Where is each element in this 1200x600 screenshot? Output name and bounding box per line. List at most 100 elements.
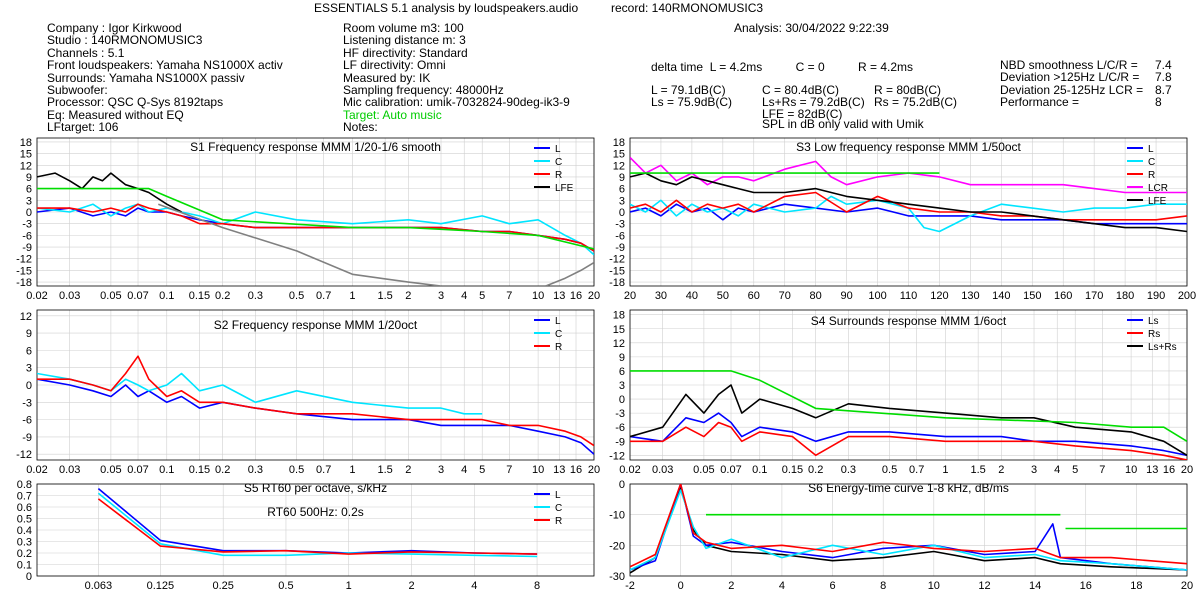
y-tick-label: 0.8 xyxy=(17,479,32,491)
x-tick-label: 0.1 xyxy=(159,464,174,476)
x-tick-label: 70 xyxy=(779,290,791,302)
chart-annotation: RT60 500Hz: 0.2s xyxy=(267,505,364,519)
x-tick-label: 0.3 xyxy=(248,464,263,476)
x-tick-label: 12 xyxy=(978,580,990,592)
y-tick-label: -12 xyxy=(609,254,625,266)
x-tick-label: 20 xyxy=(1181,464,1193,476)
legend-label: L xyxy=(555,490,561,501)
x-tick-label: 0.03 xyxy=(59,290,80,302)
x-tick-label: 150 xyxy=(1023,290,1041,302)
chart-title: S1 Frequency response MMM 1/20-1/6 smoot… xyxy=(190,140,441,154)
x-tick-label: 13 xyxy=(553,464,565,476)
level-value: Rs = 75.2dB(C) xyxy=(874,95,958,109)
x-tick-label: 0.1 xyxy=(752,464,767,476)
setup-line: Subwoofer: xyxy=(47,83,108,97)
legend-label: R xyxy=(555,170,562,181)
y-tick-label: 12 xyxy=(613,160,625,172)
y-tick-label: 0 xyxy=(26,207,32,219)
y-tick-label: 0 xyxy=(26,380,32,392)
plot-frame xyxy=(36,483,595,577)
y-tick-label: -3 xyxy=(22,219,32,231)
x-tick-label: 0.5 xyxy=(278,580,293,592)
x-tick-label: 0.02 xyxy=(26,464,47,476)
setup-line: Processor: QSC Q-Sys 8192taps xyxy=(47,95,224,110)
y-tick-label: -6 xyxy=(22,230,32,242)
x-tick-label: 16 xyxy=(1080,580,1092,592)
x-tick-label: -2 xyxy=(625,580,635,592)
y-tick-label: 3 xyxy=(26,195,32,207)
x-tick-label: 0.07 xyxy=(720,464,741,476)
x-tick-label: 7 xyxy=(506,464,512,476)
legend-label: R xyxy=(555,516,562,527)
y-tick-label: 0 xyxy=(619,394,625,406)
chart-title: S5 RT60 per octave, s/kHz xyxy=(244,481,387,495)
y-tick-label: 18 xyxy=(20,137,32,149)
series-line-r xyxy=(630,191,1187,221)
x-tick-label: 0.5 xyxy=(289,464,304,476)
x-tick-label: 5 xyxy=(479,290,485,302)
y-tick-label: 12 xyxy=(20,311,32,323)
x-tick-label: 0.15 xyxy=(782,464,803,476)
y-tick-label: 12 xyxy=(20,160,32,172)
x-tick-label: 3 xyxy=(1031,464,1037,476)
x-tick-label: 0.05 xyxy=(100,464,121,476)
series-line-trace-5 xyxy=(158,203,442,286)
x-tick-label: 20 xyxy=(588,290,600,302)
y-tick-label: 9 xyxy=(619,172,625,184)
y-tick-label: 18 xyxy=(613,310,625,322)
y-tick-label: 12 xyxy=(613,338,625,350)
y-tick-label: 0 xyxy=(26,571,32,583)
level-value: Ls+Rs = 79.2dB(C) xyxy=(762,95,865,109)
legend-label: C xyxy=(555,157,562,168)
series-line-trace-3 xyxy=(630,370,1187,442)
x-tick-label: 8 xyxy=(880,580,886,592)
x-tick-label: 1 xyxy=(349,464,355,476)
y-tick-label: -6 xyxy=(615,230,625,242)
y-tick-label: 9 xyxy=(619,352,625,364)
setup-line: Sampling frequency: 48000Hz xyxy=(343,83,504,97)
x-tick-label: 13 xyxy=(1146,464,1158,476)
x-tick-label: 0.5 xyxy=(882,464,897,476)
series-line-c xyxy=(630,195,1187,233)
series-group xyxy=(630,370,1187,460)
x-tick-label: 110 xyxy=(900,290,918,302)
legend-label: L xyxy=(1148,144,1154,155)
series-line-r xyxy=(37,355,594,447)
x-tick-label: 2 xyxy=(408,580,414,592)
level-value: C = 80.4dB(C) xyxy=(762,83,840,97)
legend-label: LFE xyxy=(1148,196,1167,207)
y-tick-label: -18 xyxy=(609,277,625,289)
x-tick-label: 0.05 xyxy=(100,290,121,302)
x-tick-label: 0.5 xyxy=(289,290,304,302)
chart-s4: 0.02 0.03 0.05 0.07 0.1 0.15 0.2 0.3 0.5 0.7 1 1.5 2… xyxy=(609,309,1193,476)
x-tick-label: 10 xyxy=(1125,464,1137,476)
plot-frame xyxy=(629,309,1188,461)
y-tick-label: 15 xyxy=(613,324,625,336)
y-tick-label: 6 xyxy=(619,184,625,196)
x-tick-label: 20 xyxy=(588,464,600,476)
setup-line: Notes: xyxy=(343,120,378,135)
x-tick-label: 0.125 xyxy=(147,580,175,592)
y-tick-label: 3 xyxy=(619,380,625,392)
stat-label: NBD smoothness L/C/R = xyxy=(1000,58,1138,72)
x-tick-label: 130 xyxy=(961,290,979,302)
chart-title: S3 Low frequency response MMM 1/50oct xyxy=(796,140,1021,154)
series-line-r xyxy=(97,498,538,555)
setup-line: Mic calibration: umik-7032824-90deg-ik3-… xyxy=(343,95,570,110)
x-tick-label: 90 xyxy=(840,290,852,302)
x-tick-label: 3 xyxy=(438,464,444,476)
y-tick-label: -6 xyxy=(22,415,32,427)
setup-line: Listening distance m: 3 xyxy=(343,33,466,48)
x-tick-label: 0.1 xyxy=(159,290,174,302)
level-value: L = 79.1dB(C) xyxy=(651,83,726,97)
setup-line: Room volume m3: 100 xyxy=(343,21,464,35)
setup-line: Company : Igor Kirkwood xyxy=(47,21,182,35)
x-tick-label: 0.05 xyxy=(693,464,714,476)
series-line-c xyxy=(37,203,594,256)
x-tick-label: 0.25 xyxy=(212,580,233,592)
x-tick-label: 0.7 xyxy=(316,290,331,302)
x-tick-label: 0.7 xyxy=(316,464,331,476)
x-tick-label: 0.3 xyxy=(248,290,263,302)
plot-frame xyxy=(629,483,1188,577)
x-tick-label: 16 xyxy=(570,290,582,302)
